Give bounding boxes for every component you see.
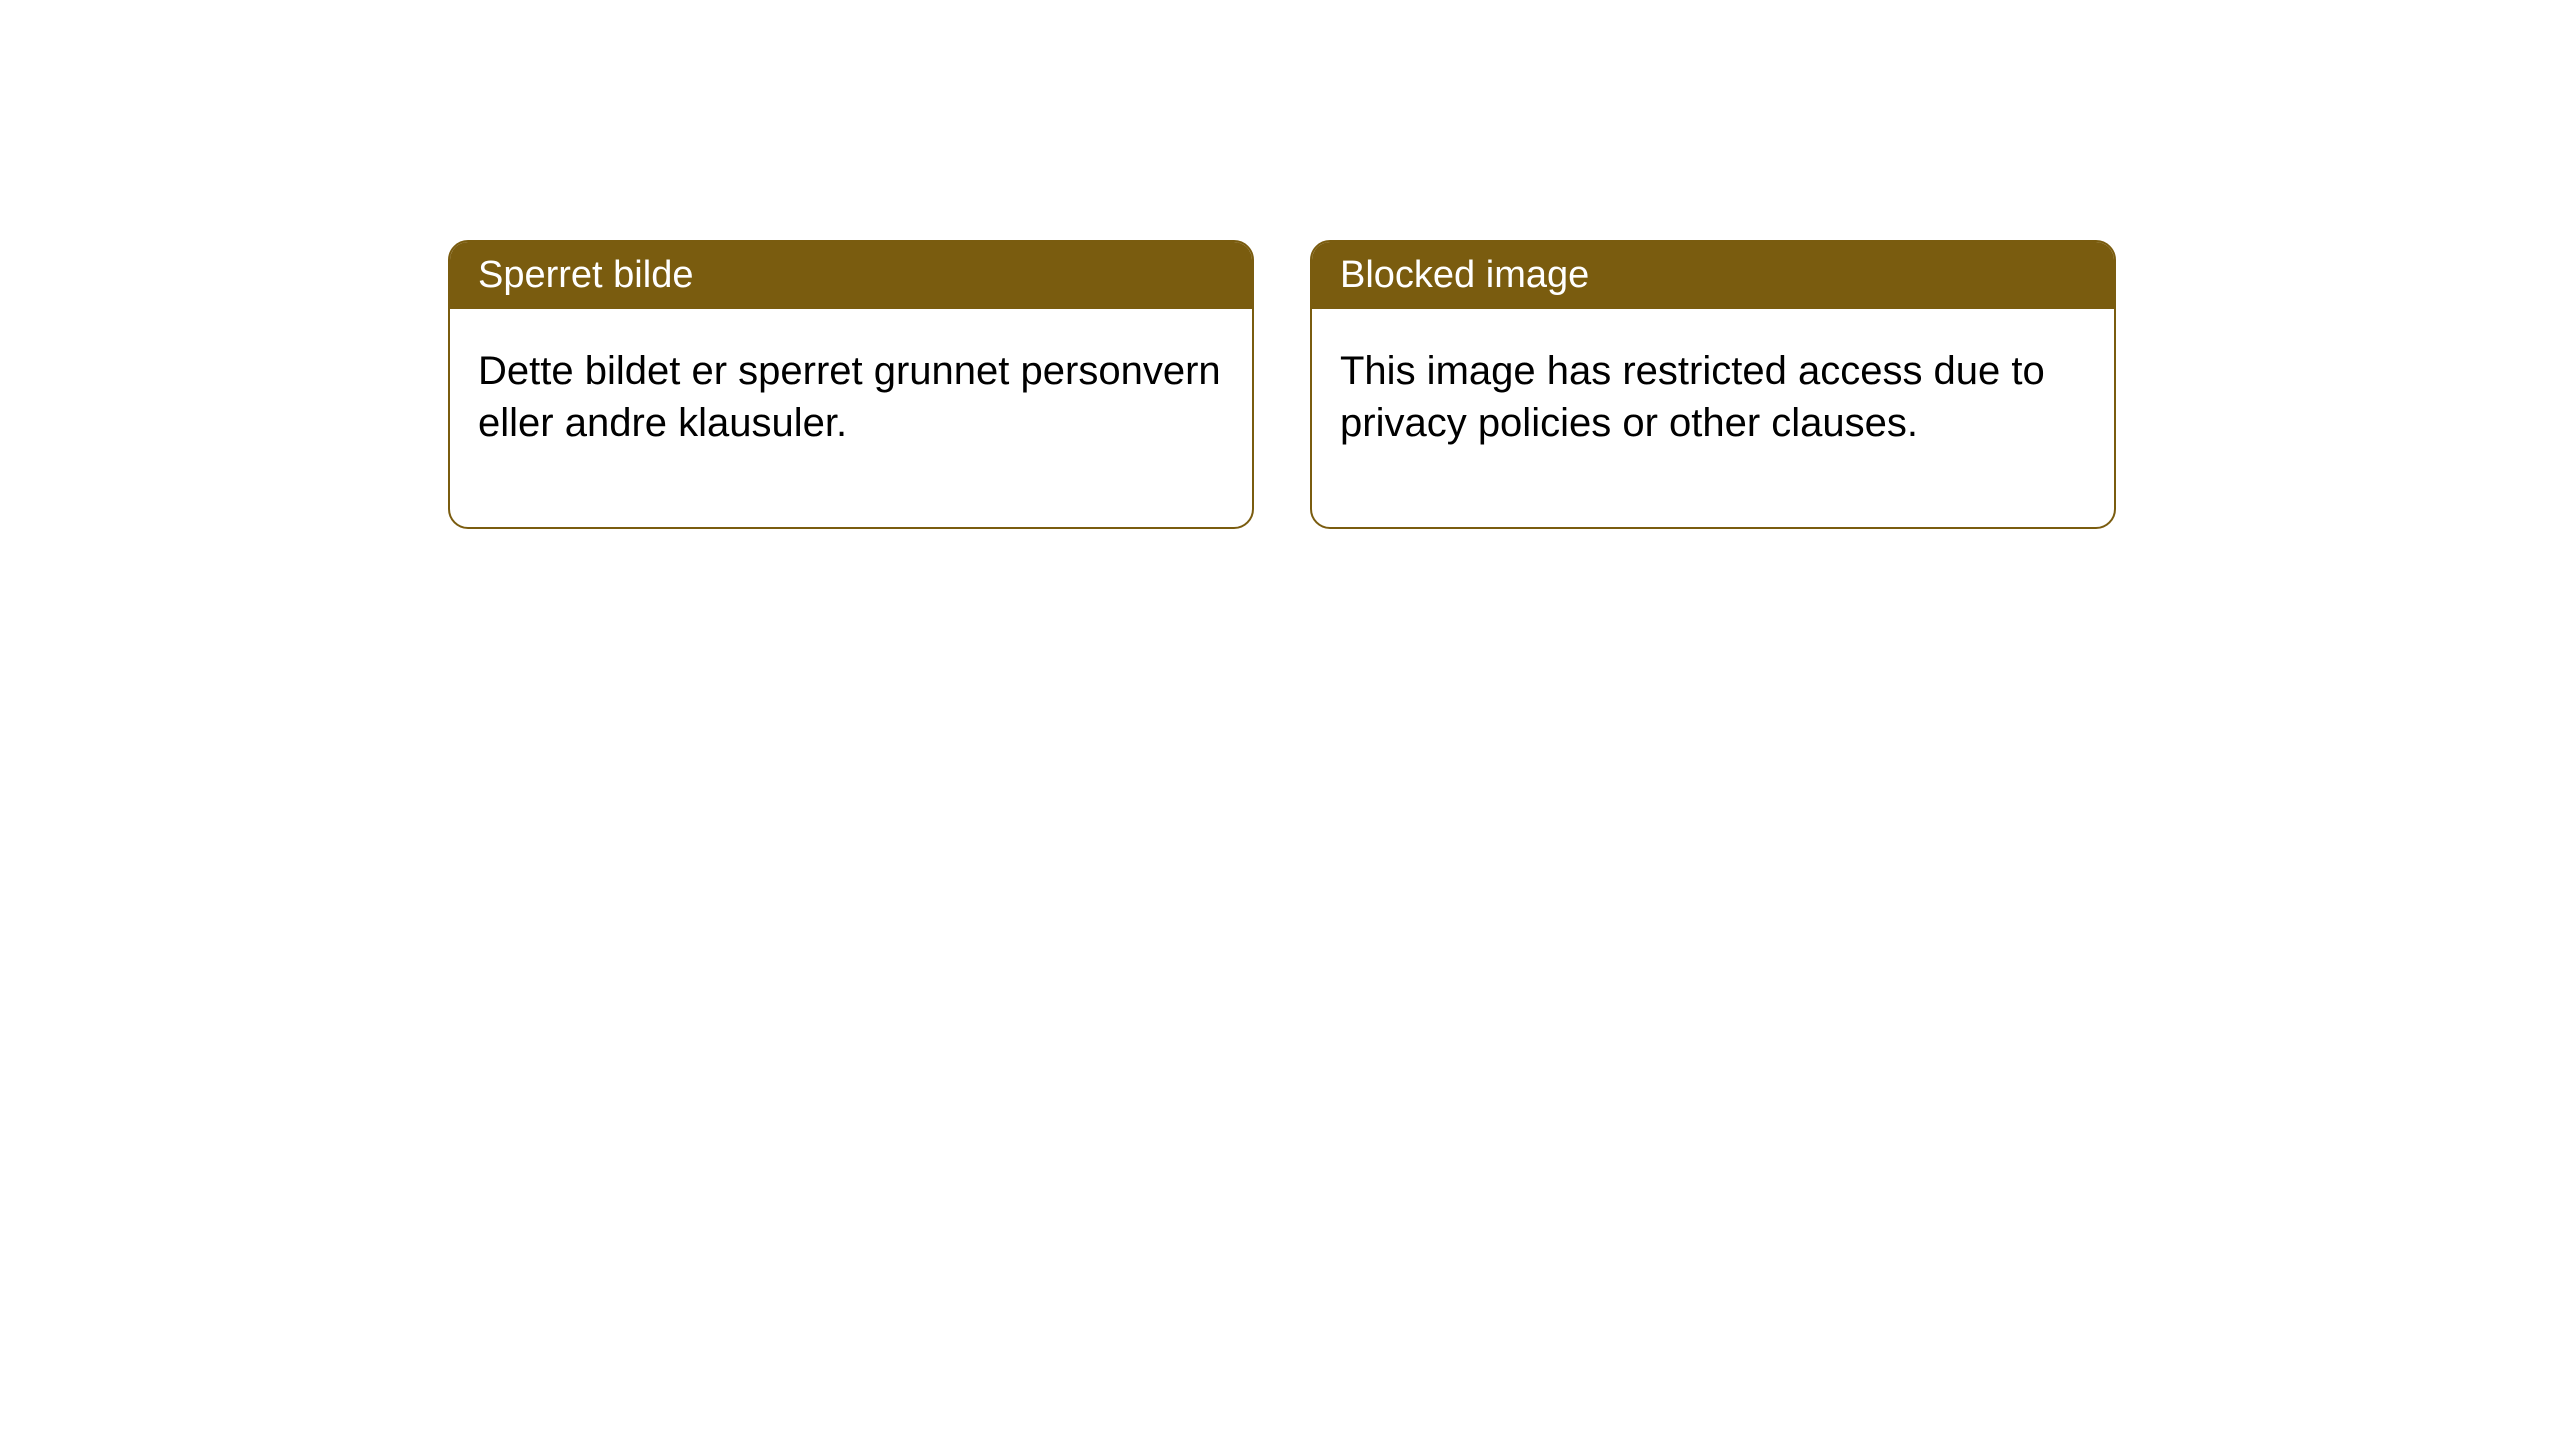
card-message: Dette bildet er sperret grunnet personve… bbox=[478, 349, 1221, 445]
notice-card-norwegian: Sperret bilde Dette bildet er sperret gr… bbox=[448, 240, 1254, 529]
card-message: This image has restricted access due to … bbox=[1340, 349, 2045, 445]
notice-container: Sperret bilde Dette bildet er sperret gr… bbox=[0, 0, 2560, 529]
card-body: This image has restricted access due to … bbox=[1312, 309, 2114, 527]
card-title: Blocked image bbox=[1340, 254, 1589, 296]
card-header: Sperret bilde bbox=[450, 242, 1252, 309]
notice-card-english: Blocked image This image has restricted … bbox=[1310, 240, 2116, 529]
card-title: Sperret bilde bbox=[478, 254, 693, 296]
card-body: Dette bildet er sperret grunnet personve… bbox=[450, 309, 1252, 527]
card-header: Blocked image bbox=[1312, 242, 2114, 309]
